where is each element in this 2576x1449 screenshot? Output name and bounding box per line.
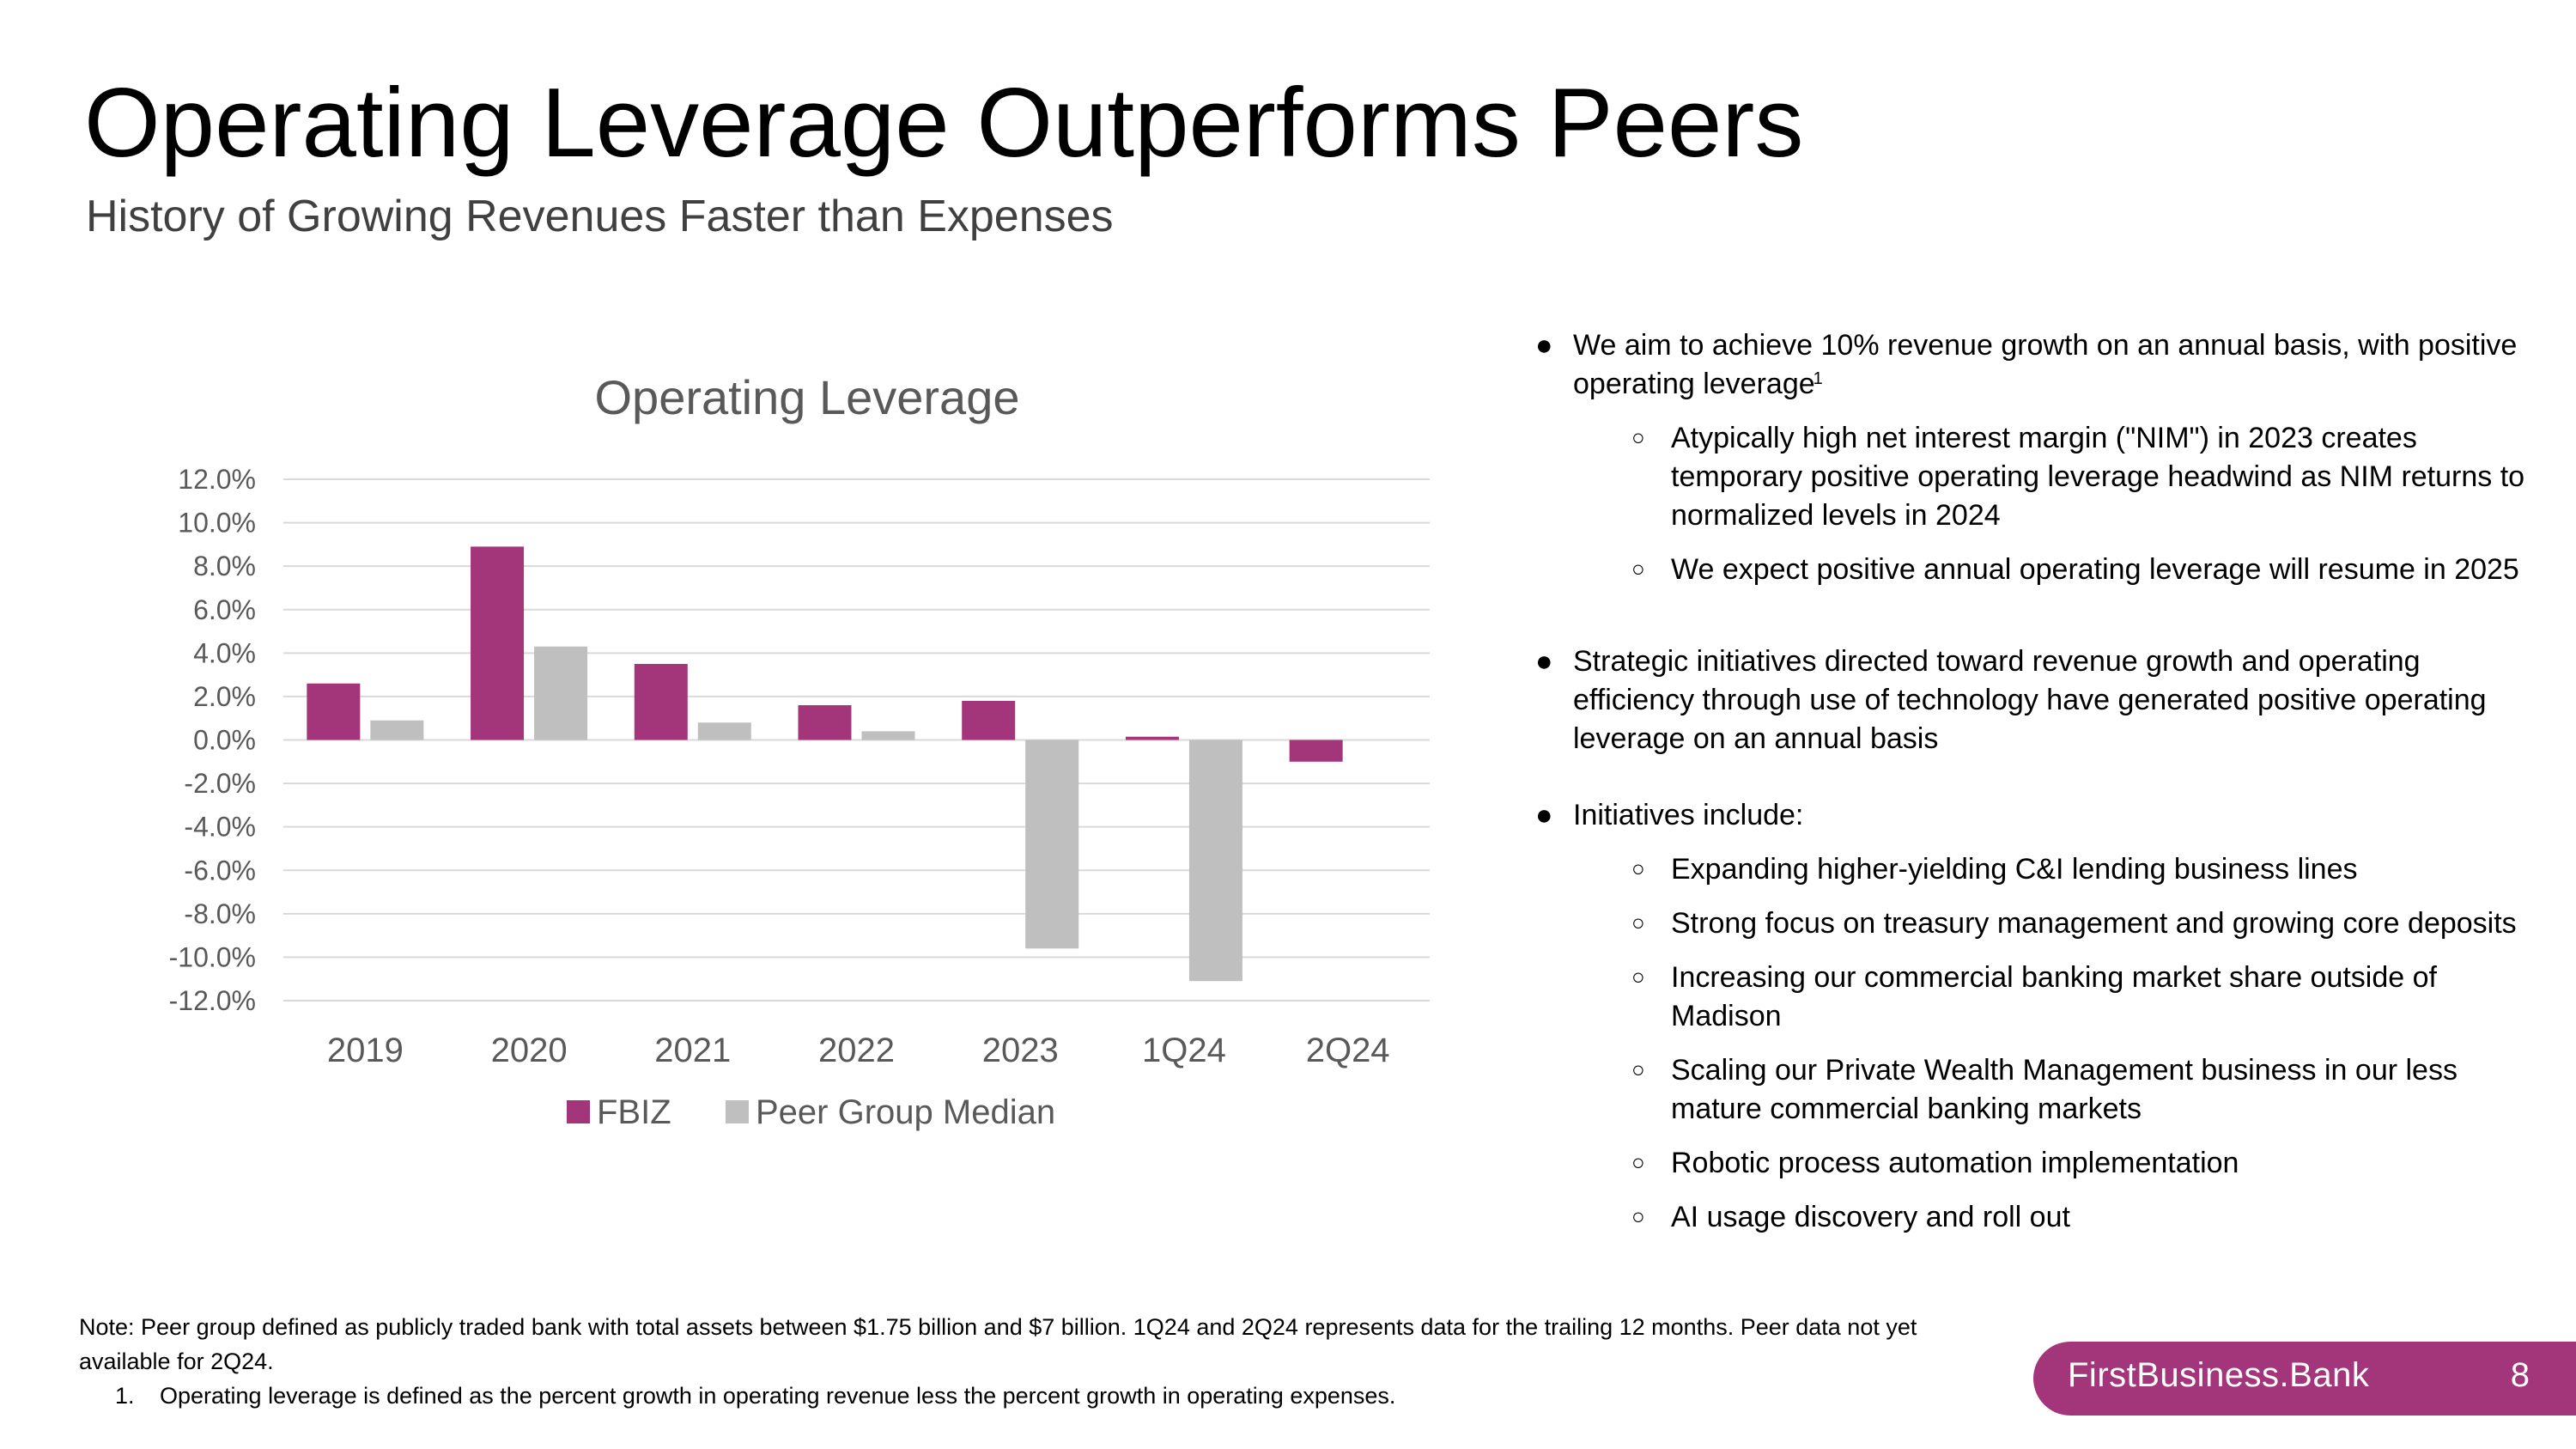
sub-bullet-text: AI usage discovery and roll out (1671, 1201, 2070, 1233)
hollow-circle-bullet-icon: ○ (1631, 964, 1645, 989)
sub-bullet-list: ○ Atypically high net interest margin ("… (1573, 419, 2533, 589)
y-tick-label: -4.0% (184, 812, 256, 843)
bar-fbiz-2021 (634, 663, 688, 740)
bullet-dot-icon: ● (1535, 645, 1553, 678)
footnote-item-number: 1. (115, 1383, 135, 1409)
chart-title: Operating Leverage (594, 370, 1019, 424)
bar-peer-median-1q24 (1188, 740, 1242, 982)
y-tick-label: -8.0% (184, 898, 256, 929)
sub-bullet-list: ○ Expanding higher-yielding C&I lending … (1573, 850, 2533, 1237)
sub-bullet-item: ○ Strong focus on treasury management an… (1573, 904, 2533, 943)
sub-bullet-item: ○ Increasing our commercial banking mark… (1573, 959, 2533, 1036)
sub-bullet-item: ○ Robotic process automation implementat… (1573, 1144, 2533, 1183)
hollow-circle-bullet-icon: ○ (1631, 910, 1645, 935)
y-tick-label: 10.0% (178, 508, 256, 539)
x-tick-label: 2019 (327, 1032, 404, 1069)
chart-gridlines (283, 478, 1430, 1002)
footnote-item-text: Operating leverage is defined as the per… (160, 1383, 1396, 1409)
bullet-text: Initiatives include: (1573, 799, 1804, 831)
sub-bullet-item: ○ Atypically high net interest margin ("… (1573, 419, 2533, 535)
x-tick-label: 2021 (654, 1032, 731, 1069)
hollow-circle-bullet-icon: ○ (1631, 556, 1645, 581)
footnote-ref: 1 (1813, 369, 1823, 388)
x-tick-label: 2Q24 (1306, 1032, 1390, 1069)
hollow-circle-bullet-icon: ○ (1631, 424, 1645, 450)
bullet-revenue-growth: ● We aim to achieve 10% revenue growth o… (1528, 326, 2533, 589)
bar-fbiz-2023 (962, 700, 1016, 740)
sub-bullet-item: ○ We expect positive annual operating le… (1573, 551, 2533, 589)
brand-logo-text: FirstBusiness.Bank (2068, 1356, 2370, 1394)
bullet-text: We aim to achieve 10% revenue growth on … (1573, 329, 2518, 400)
brand-bar: FirstBusiness.Bank 8 (2033, 1342, 2576, 1416)
y-axis-tick-labels: 12.0% 10.0% 8.0% 6.0% 4.0% 2.0% 0.0% -2.0% -4.0%… (169, 464, 256, 1016)
bar-fbiz-2022 (798, 705, 852, 740)
chart-bars (307, 546, 1343, 982)
y-tick-label: 6.0% (193, 594, 256, 625)
chart-legend: FBIZ Peer Group Median (567, 1093, 1055, 1131)
bar-fbiz-2019 (307, 683, 361, 740)
bar-fbiz-1q24 (1125, 736, 1179, 740)
y-tick-label: 8.0% (193, 551, 256, 581)
x-axis-tick-labels: 2019 2020 2021 2022 2023 1Q24 2Q24 (327, 1032, 1390, 1069)
sub-bullet-item: ○ Expanding higher-yielding C&I lending … (1573, 850, 2533, 889)
hollow-circle-bullet-icon: ○ (1631, 1203, 1645, 1229)
y-tick-label: -12.0% (169, 985, 256, 1016)
bullet-text: Strategic initiatives directed toward re… (1573, 645, 2487, 755)
slide-title: Operating Leverage Outperforms Peers (84, 69, 1804, 178)
y-tick-label: 0.0% (193, 725, 256, 756)
y-tick-label: 4.0% (193, 637, 256, 668)
bullet-list: ● We aim to achieve 10% revenue growth o… (1528, 326, 2533, 1273)
chart-svg: Operating Leverage 12.0% 10.0% 8.0% 6.0% 4.0… (169, 370, 1430, 1131)
sub-bullet-text: Robotic process automation implementatio… (1671, 1147, 2239, 1179)
legend-label: FBIZ (597, 1093, 671, 1131)
x-tick-label: 2023 (982, 1032, 1059, 1069)
bullet-strategic-initiatives: ● Strategic initiatives directed toward … (1528, 642, 2533, 758)
bullet-dot-icon: ● (1535, 329, 1553, 362)
sub-bullet-item: ○ AI usage discovery and roll out (1573, 1198, 2533, 1237)
x-tick-label: 2022 (818, 1032, 895, 1069)
y-tick-label: -6.0% (184, 855, 256, 886)
bar-peer-median-2019 (370, 720, 424, 740)
bar-peer-median-2023 (1025, 740, 1079, 949)
bar-fbiz-2020 (471, 546, 525, 740)
sub-bullet-text: We expect positive annual operating leve… (1671, 553, 2519, 586)
bar-peer-median-2021 (697, 722, 751, 740)
footnote: Note: Peer group defined as publicly tra… (79, 1310, 2002, 1413)
y-tick-label: -10.0% (169, 941, 256, 972)
bar-peer-median-2020 (534, 646, 588, 740)
bar-peer-median-2022 (861, 731, 915, 740)
footnote-note: Note: Peer group defined as publicly tra… (79, 1314, 1917, 1374)
operating-leverage-chart: Operating Leverage 12.0% 10.0% 8.0% 6.0% 4.0… (129, 361, 1468, 1168)
legend-label: Peer Group Median (756, 1093, 1055, 1131)
sub-bullet-text: Expanding higher-yielding C&I lending bu… (1671, 853, 2358, 886)
sub-bullet-text: Increasing our commercial banking market… (1671, 961, 2437, 1032)
sub-bullet-text: Strong focus on treasury management and … (1671, 907, 2517, 940)
sub-bullet-text: Atypically high net interest margin ("NI… (1671, 422, 2525, 532)
bar-fbiz-2q24 (1289, 740, 1343, 762)
sub-bullet-item: ○ Scaling our Private Wealth Management … (1573, 1051, 2533, 1129)
y-tick-label: 12.0% (178, 464, 256, 495)
hollow-circle-bullet-icon: ○ (1631, 855, 1645, 881)
x-tick-label: 2020 (491, 1032, 568, 1069)
footnote-item: 1. Operating leverage is defined as the … (79, 1379, 2002, 1413)
y-tick-label: 2.0% (193, 681, 256, 712)
page-number: 8 (2510, 1356, 2530, 1394)
bullet-initiatives: ● Initiatives include: ○ Expanding highe… (1528, 796, 2533, 1237)
hollow-circle-bullet-icon: ○ (1631, 1056, 1645, 1082)
x-tick-label: 1Q24 (1142, 1032, 1226, 1069)
y-tick-label: -2.0% (184, 768, 256, 799)
sub-bullet-text: Scaling our Private Wealth Management bu… (1671, 1054, 2458, 1125)
slide-subtitle: History of Growing Revenues Faster than … (86, 192, 1114, 241)
legend-swatch-peer-median (726, 1100, 749, 1123)
hollow-circle-bullet-icon: ○ (1631, 1149, 1645, 1175)
legend-swatch-fbiz (567, 1100, 590, 1123)
bullet-dot-icon: ● (1535, 799, 1553, 831)
